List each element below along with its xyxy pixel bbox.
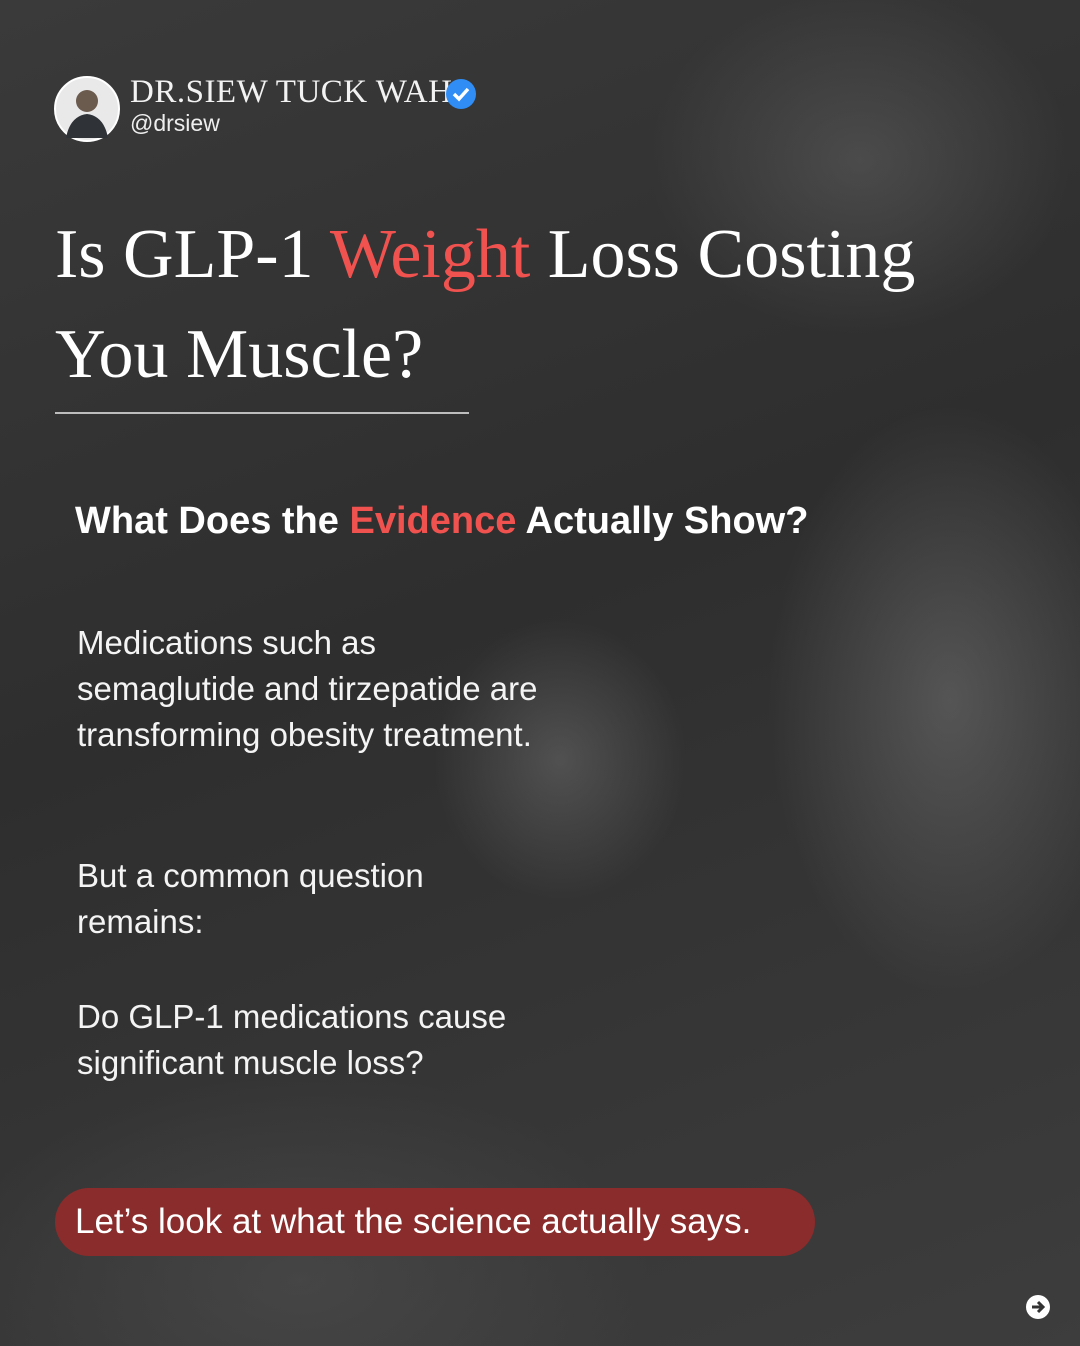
divider	[55, 412, 469, 414]
subtitle: What Does the Evidence Actually Show?	[75, 500, 808, 543]
subtitle-text: What Does the	[75, 500, 339, 542]
title-highlight: Weight	[329, 216, 531, 293]
next-arrow[interactable]	[1024, 1293, 1052, 1321]
profile-name: DR.SIEW TUCK WAH	[130, 74, 453, 110]
paragraph: Medications such as semaglutide and tirz…	[77, 624, 538, 753]
subtitle-text: Actually Show?	[525, 500, 809, 542]
profile-handle: @drsiew	[130, 110, 220, 136]
title-text: Loss Costing You Muscle?	[55, 216, 916, 393]
subtitle-highlight: Evidence	[349, 500, 517, 542]
title-text: Is GLP-1	[55, 216, 314, 293]
title: Is GLP-1 Weight Loss Costing You Muscle?	[55, 205, 1015, 405]
verified-badge	[446, 79, 476, 109]
paragraph: Do GLP-1 medications cause significant m…	[77, 998, 507, 1081]
callout: Let’s look at what the science actually …	[55, 1188, 815, 1256]
paragraph: But a common question remains:	[77, 857, 424, 940]
avatar	[54, 76, 120, 142]
